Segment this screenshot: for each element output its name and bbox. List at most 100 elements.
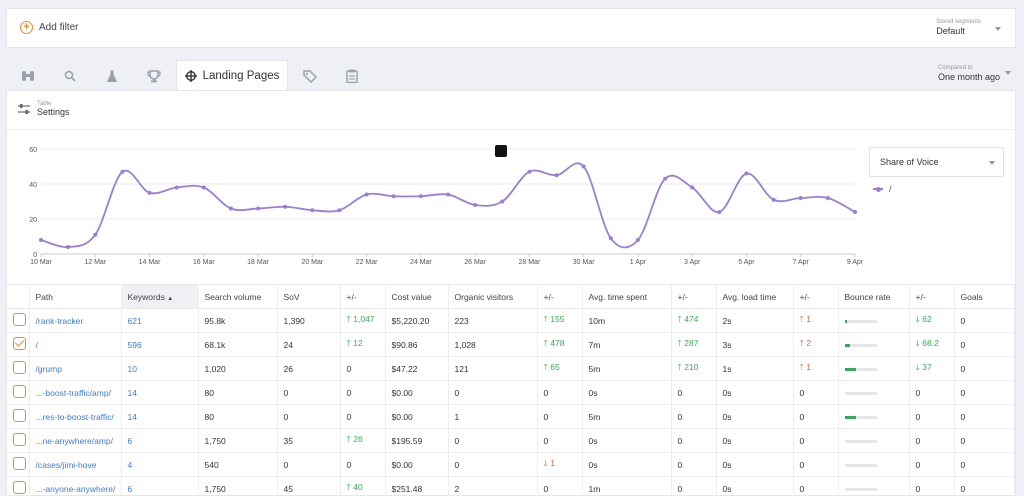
keywords-link[interactable]: 621: [127, 315, 142, 326]
search-volume-cell: 80: [198, 380, 278, 405]
table-row[interactable]: ...ne-anywhere/amp/ 6 1,750 35 🡑 26 $195…: [7, 428, 1015, 453]
landing-pages-table: Path Keywords ▲ Search volume SoV +/- Co…: [7, 284, 1015, 496]
saved-segments-value: Default: [936, 26, 965, 36]
keywords-link[interactable]: 4: [127, 459, 133, 470]
chevron-down-icon[interactable]: [1005, 71, 1011, 75]
keywords-cell: 596: [121, 332, 199, 357]
path-link[interactable]: /: [35, 339, 38, 350]
add-filter-label: Add filter: [39, 22, 79, 33]
change-value: 0: [915, 411, 921, 422]
row-checkbox-cell: [7, 332, 30, 357]
compared-to-dropdown[interactable]: Compared to One month ago: [938, 65, 1000, 82]
clipboard-icon[interactable]: [344, 68, 360, 84]
table-row[interactable]: /grump 10 1,020 26 0 $47.22 121 🡑 65 5m …: [7, 356, 1015, 381]
chevron-down-icon[interactable]: [995, 27, 1001, 31]
goals-cell: 0: [954, 452, 1015, 477]
header-time-change[interactable]: +/-: [671, 284, 717, 309]
binoculars-icon[interactable]: [20, 68, 36, 84]
row-checkbox[interactable]: [13, 337, 26, 350]
row-checkbox[interactable]: [13, 481, 26, 494]
header-sov-change[interactable]: +/-: [340, 284, 386, 309]
add-filter-button[interactable]: + Add filter: [20, 21, 78, 34]
metric-select[interactable]: Share of Voice: [869, 147, 1004, 177]
compared-to-label: Compared to: [937, 65, 973, 71]
sov-change-cell: 0: [340, 452, 386, 477]
search-icon[interactable]: [62, 68, 78, 84]
path-link[interactable]: /rank-tracker: [35, 315, 84, 326]
goals-cell: 0: [954, 404, 1015, 429]
crosshair-icon: [184, 70, 197, 82]
sticky-note-icon[interactable]: [495, 145, 507, 157]
header-visitors-change[interactable]: +/-: [537, 284, 583, 309]
table-row[interactable]: ...-boost-traffic/amp/ 14 80 0 0 $0.00 0…: [7, 380, 1015, 405]
table-row[interactable]: /rank-tracker 621 95.8k 1,390 🡑 1,047 $5…: [7, 308, 1015, 333]
path-link[interactable]: /cases/jimi-hove: [35, 459, 97, 470]
path-link[interactable]: ...ne-anywhere/amp/: [35, 435, 113, 446]
sliders-icon: [18, 104, 30, 114]
header-cost-value[interactable]: Cost value: [385, 284, 449, 309]
keywords-link[interactable]: 14: [127, 411, 137, 422]
load-change-cell: 🡑 1: [793, 308, 839, 333]
table-row[interactable]: /cases/jimi-hove 4 540 0 0 $0.00 0 🡓 1 0…: [7, 452, 1015, 477]
bounce-rate-cell: [838, 428, 910, 453]
trophy-icon[interactable]: [146, 68, 162, 84]
table-settings-button[interactable]: Table Settings: [17, 101, 70, 117]
keywords-link[interactable]: 6: [127, 435, 133, 446]
header-search-volume[interactable]: Search volume: [198, 284, 278, 309]
header-bounce-rate[interactable]: Bounce rate: [838, 284, 910, 309]
header-goals[interactable]: Goals: [954, 284, 1015, 309]
load-time-cell: 0s: [716, 380, 794, 405]
tab-landing-pages[interactable]: Landing Pages: [176, 60, 288, 91]
chart-legend[interactable]: /: [873, 184, 892, 194]
bounce-change-cell: 0: [909, 476, 955, 496]
header-checkbox-column: [7, 284, 30, 309]
path-link[interactable]: ...-boost-traffic/amp/: [35, 387, 111, 398]
arrow-up-icon: 🡑: [543, 337, 548, 348]
bounce-change-cell: 🡓 68.2: [909, 332, 955, 357]
x-tick-label: 26 Mar: [464, 259, 486, 266]
row-checkbox[interactable]: [13, 457, 26, 470]
row-checkbox[interactable]: [13, 433, 26, 446]
change-value: 0: [677, 435, 683, 446]
data-point: [771, 197, 776, 202]
bounce-rate-bar: [844, 343, 877, 347]
path-cell: /grump: [29, 356, 122, 381]
path-cell: ...ne-anywhere/amp/: [29, 428, 122, 453]
time-spent-cell: 10m: [582, 308, 672, 333]
table-row[interactable]: ...-anyone-anywhere/ 6 1,750 45 🡑 40 $25…: [7, 476, 1015, 496]
keywords-link[interactable]: 14: [127, 387, 137, 398]
row-checkbox[interactable]: [13, 409, 26, 422]
data-point: [853, 210, 857, 214]
bounce-rate-cell: [838, 476, 910, 496]
header-load-change[interactable]: +/-: [793, 284, 839, 309]
header-organic-visitors[interactable]: Organic visitors: [448, 284, 538, 309]
header-bounce-change[interactable]: +/-: [909, 284, 955, 309]
bounce-rate-fill: [844, 415, 856, 419]
row-checkbox[interactable]: [13, 361, 26, 374]
flask-icon[interactable]: [104, 68, 120, 84]
saved-segments-dropdown[interactable]: Saved segments Default: [936, 19, 981, 36]
data-point: [310, 208, 315, 213]
row-checkbox[interactable]: [13, 313, 26, 326]
header-sov[interactable]: SoV: [277, 284, 341, 309]
header-keywords[interactable]: Keywords ▲: [121, 284, 199, 309]
path-link[interactable]: ...-anyone-anywhere/: [35, 483, 116, 494]
path-link[interactable]: ...res-to-boost-traffic/: [35, 411, 114, 422]
change-value: 287: [684, 337, 699, 348]
header-path[interactable]: Path: [29, 284, 122, 309]
sov-cell: 45: [277, 476, 341, 496]
table-row[interactable]: ...res-to-boost-traffic/ 14 80 0 0 $0.00…: [7, 404, 1015, 429]
path-link[interactable]: /grump: [35, 363, 62, 374]
row-checkbox[interactable]: [13, 385, 26, 398]
tags-icon[interactable]: [302, 68, 318, 84]
search-volume-cell: 68.1k: [198, 332, 278, 357]
keywords-link[interactable]: 596: [127, 339, 142, 350]
x-tick-label: 9 Apr: [847, 259, 864, 266]
load-time-cell: 3s: [716, 332, 794, 357]
arrow-down-icon: 🡓: [915, 337, 920, 348]
header-load-time[interactable]: Avg. load time: [716, 284, 794, 309]
header-time-spent[interactable]: Avg. time spent: [582, 284, 672, 309]
keywords-link[interactable]: 10: [127, 363, 137, 374]
keywords-link[interactable]: 6: [127, 483, 133, 494]
table-row[interactable]: / 596 68.1k 24 🡑 12 $90.86 1,028 🡑 478 7…: [7, 332, 1015, 357]
